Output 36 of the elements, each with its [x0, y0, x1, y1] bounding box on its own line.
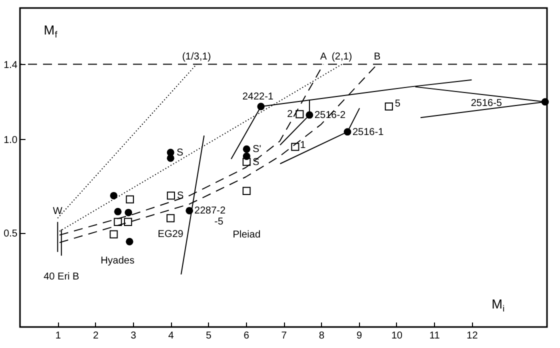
x-tick-label: 12: [466, 330, 478, 342]
x-tick-label: 7: [281, 330, 288, 342]
x-tick-label: 11: [429, 330, 440, 342]
annotation: 2287-2: [194, 206, 226, 217]
annotation: -5: [214, 216, 224, 228]
annotation: S: [176, 147, 184, 158]
annotation: 40 Eri B: [44, 272, 80, 283]
annotation: 2422-1: [242, 92, 274, 103]
y-tick-label: 1.4: [4, 60, 18, 71]
annotation: Pleiad: [232, 229, 261, 240]
annotation: (1/3,1): [182, 51, 211, 62]
x-tick-label: 6: [244, 330, 250, 342]
annotation: 1: [300, 140, 306, 151]
x-tick-label: 10: [391, 330, 403, 342]
annotation: A: [320, 51, 328, 62]
y-tick-label: 1.0: [4, 134, 18, 146]
annotation: 2516-5: [470, 98, 502, 110]
annotation: 2516-2: [314, 110, 346, 121]
x-tick-label: 3: [130, 330, 137, 342]
x-tick-label: 2: [93, 330, 100, 342]
x-tick-label: 8: [318, 330, 325, 342]
annotation: S': [252, 144, 262, 156]
x-tick-label: 5: [206, 330, 212, 342]
x-tick-label: 9: [356, 330, 363, 342]
annotation: EG29: [158, 229, 184, 240]
annotation: 2516-1: [352, 126, 384, 138]
y-tick-label: 0.5: [4, 228, 18, 240]
annotation: W: [52, 206, 63, 218]
x-tick-label: 4: [168, 330, 174, 342]
x-tick-label: 1: [55, 330, 62, 342]
annotation: S: [252, 156, 260, 168]
annotation: (2,1): [332, 51, 352, 62]
annotation: 2: [287, 109, 294, 120]
annotation: 5: [394, 98, 401, 110]
annotation: Hyades: [100, 256, 134, 267]
annotation: B: [374, 51, 381, 62]
